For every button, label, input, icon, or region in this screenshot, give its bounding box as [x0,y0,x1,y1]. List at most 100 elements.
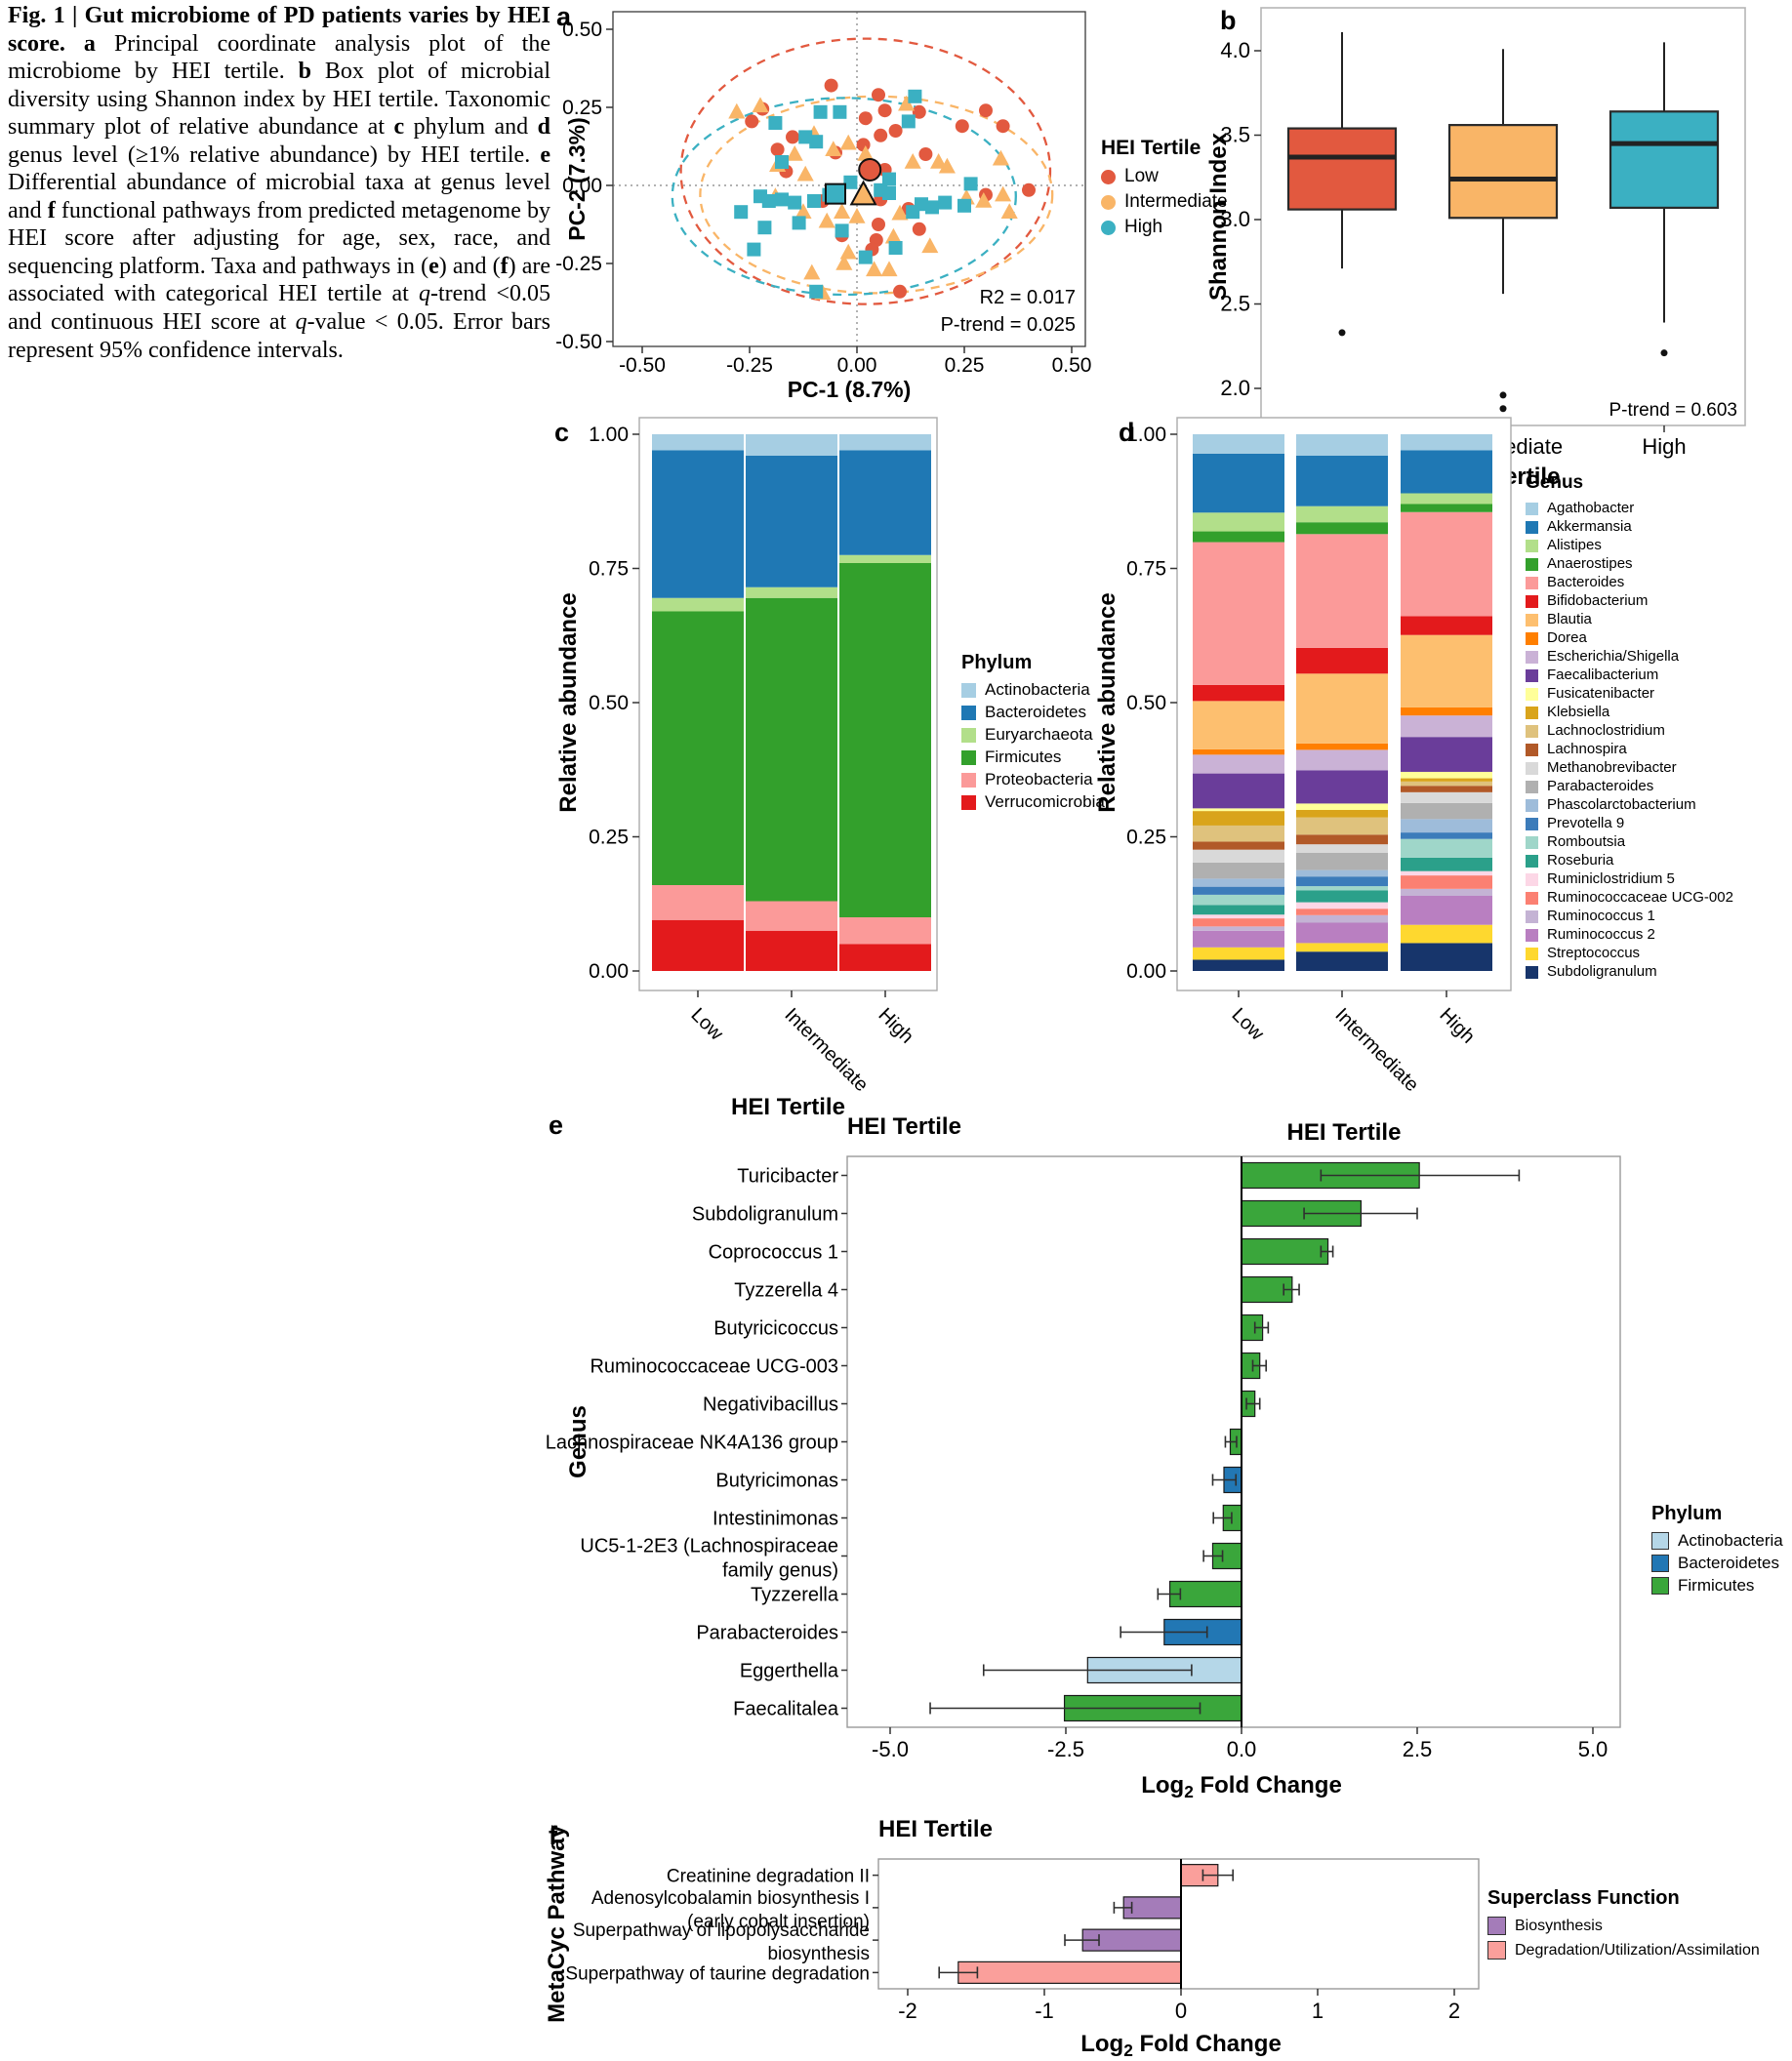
bar-segment [1193,811,1284,826]
figure-caption: Fig. 1 | Gut microbiome of PD patients v… [8,2,550,364]
annotation-p-trend: P-trend = 0.025 [941,314,1076,336]
legend-item: Lachnoclostridium [1526,723,1733,739]
bar-segment [1193,914,1284,919]
annotation-p-trend: P-trend = 0.603 [1609,400,1737,421]
legend-label: Bacteroides [1547,574,1625,590]
legend-square-swatch [1526,965,1538,979]
legend-item: Bacteroides [1526,575,1733,590]
bar-segment [1296,434,1388,456]
bar-segment [1193,542,1284,685]
bar-segment [1401,870,1492,876]
legend-title: Superclass Function [1487,1887,1680,1909]
bar-segment [1401,511,1492,617]
bar-segment [1401,616,1492,635]
y-tick-label: Tyzzerella [751,1585,839,1606]
scatter-point [877,103,892,118]
bar-segment [1296,817,1388,835]
scatter-point [818,212,835,228]
bar-segment [1401,504,1492,512]
bar-segment [1296,673,1388,744]
scatter-point [995,185,1012,202]
caption-segment: ) are associated with categorical HEI te… [8,253,550,307]
y-axis-title: Shannon Index [1205,132,1232,301]
legend-square-swatch [1526,854,1538,868]
legend-label: Firmicutes [1678,1576,1755,1595]
scatter-point [938,157,956,174]
outlier-point [1338,329,1346,337]
scatter-point [813,104,828,119]
legend-label: Blautia [1547,611,1592,627]
caption-segment: functional pathways from predicted metag… [8,197,551,279]
bar-segment [1193,841,1284,850]
legend-label: Roseburia [1547,852,1614,869]
legend-square-swatch [1526,780,1538,793]
legend-square-swatch [1526,594,1538,608]
scatter-point [891,204,909,221]
scatter-point [912,222,926,236]
bar-segment [746,434,837,456]
legend-label: Actinobacteria [1678,1531,1783,1550]
bar-segment [746,456,837,587]
y-tick-label: (early cobalt insertion) [687,1912,870,1932]
legend-square-swatch [1526,520,1538,534]
bar-segment [1193,825,1284,842]
scatter-point [824,78,838,93]
y-tick-label: Ruminococcaceae UCG-003 [590,1356,838,1378]
scatter-point [901,114,916,129]
scatter-point [757,221,772,235]
legend-square-swatch [1526,817,1538,830]
y-tick-label: Coprococcus 1 [709,1242,838,1264]
scatter-point [752,97,769,113]
caption-segment: -value < 0.05. Error bars represent 95% … [8,309,550,363]
legend-square-swatch [1526,613,1538,626]
bar-segment [1193,849,1284,863]
bar-segment [1193,930,1284,948]
legend-item: Fusicatenibacter [1526,686,1733,702]
box [1609,110,1720,209]
bar-segment [1401,832,1492,839]
bar-segment [1193,512,1284,532]
bar-segment [1296,853,1388,870]
legend-item: Bacteroidetes [961,704,1105,721]
y-tick-label: 3.5 [1220,123,1250,147]
phylum-legend: Phylum Actinobacteria Bacteroidetes Euryar… [961,652,1105,816]
legend-square-swatch [1526,909,1538,923]
legend-item: Klebsiella [1526,705,1733,720]
scatter-point [788,195,802,210]
box [1447,124,1559,220]
scatter-point [833,104,847,119]
bar-segment [1296,522,1388,535]
bar-segment [1401,707,1492,716]
bar-segment [1296,943,1388,952]
scatter-point [872,88,885,102]
scatter-point [884,227,902,244]
y-tick-label: Lachnospiraceae NK4A136 group [546,1433,838,1454]
legend-square-swatch [1651,1532,1669,1550]
y-tick-label: 1.00 [589,424,629,446]
legend-label: Ruminococcaceae UCG-002 [1547,889,1733,906]
caption-segment: e [428,253,439,279]
y-tick-label: -0.50 [555,331,602,353]
bar-segment [1401,802,1492,820]
bar-segment [1296,902,1388,909]
bar-segment [652,919,744,971]
pcoa-plot: -0.50 -0.25 0.00 0.25 0.50 0.50 0.25 0.00 -0.25 -… [555,11,1091,402]
y-axis-title: MetaCyc Pathway [544,1824,570,2022]
scatter-point [839,134,857,150]
legend-square-swatch [1526,539,1538,552]
legend-item: Methanobrevibacter [1526,760,1733,776]
scatter-point [807,194,821,208]
bar-segment [839,944,931,971]
scatter-point [803,263,821,280]
phylum-stacked-bars: 0.00 0.25 0.50 0.75 1.00 Low Intermediate High H… [555,417,938,1120]
x-tick-label: High [874,1004,917,1048]
legend-square-swatch [1526,576,1538,589]
legend-label: Prevotella 9 [1547,815,1625,831]
x-tick-label: -2.5 [1047,1737,1084,1761]
y-tick-label: 0.00 [562,175,602,197]
x-tick-label: 0.00 [837,354,877,377]
scatter-point [761,194,776,208]
legend-label: Escherichia/Shigella [1547,648,1680,665]
legend-item: Agathobacter [1526,501,1733,516]
y-tick-label: 0.25 [589,827,629,849]
